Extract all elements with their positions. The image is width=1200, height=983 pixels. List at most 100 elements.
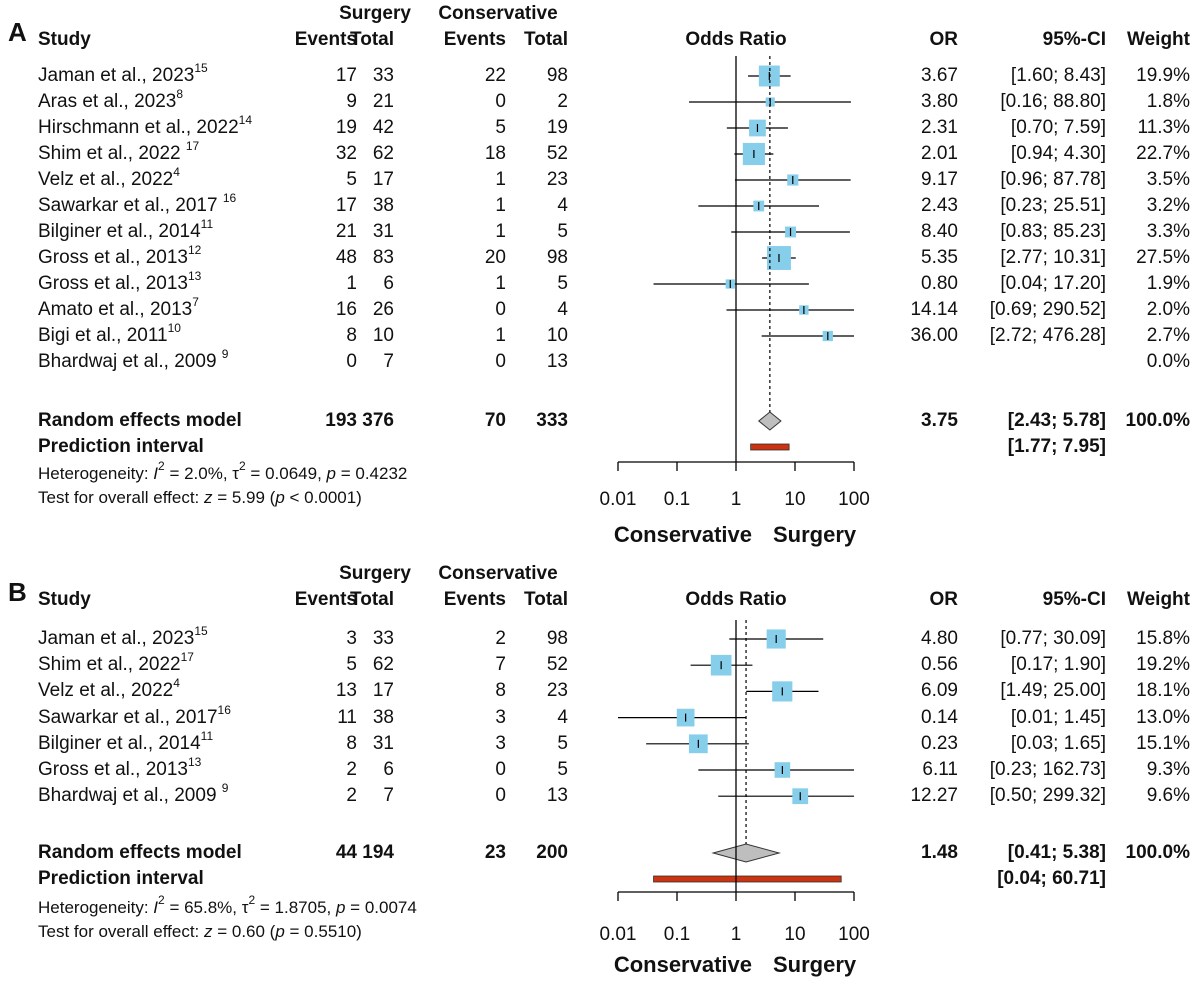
study-reference: 17: [185, 139, 200, 153]
confidence-interval: [1.49; 25.00]: [1000, 680, 1106, 702]
odds-ratio-value: 6.09: [921, 680, 958, 702]
confidence-interval: [0.70; 7.59]: [1010, 117, 1106, 138]
panel-a-header-surgery: Surgery: [339, 3, 411, 24]
prediction-bar: [653, 875, 842, 883]
study-weight: 3.3%: [1146, 221, 1190, 242]
study-name: Gross et al., 201312: [38, 243, 201, 270]
tau-exponent: 2: [248, 893, 256, 907]
het-label: Heterogeneity:: [38, 898, 154, 917]
study-name: Velz et al., 20224: [38, 676, 180, 703]
events-surgery: 17: [335, 195, 357, 216]
pooled-events-conservative: 23: [484, 842, 506, 863]
overall-effect-text: Test for overall effect: z = 5.99 (p < 0…: [38, 487, 362, 509]
panel-b-header-total-2: Total: [524, 589, 568, 610]
x-tick-label: 10: [784, 489, 806, 510]
events-surgery: 2: [346, 759, 357, 780]
study-weight: 3.2%: [1146, 195, 1190, 216]
prediction-label: Prediction interval: [38, 436, 204, 457]
study-reference: 16: [217, 702, 231, 717]
panel-b-header-ci: 95%-CI: [1042, 589, 1106, 610]
z-value: = 5.99 (: [212, 488, 276, 507]
study-name: Gross et al., 201313: [38, 269, 201, 296]
x-tick-label: 100: [838, 489, 870, 510]
odds-ratio-value: 0.80: [921, 273, 958, 294]
total-conservative: 98: [546, 65, 568, 86]
events-surgery: 11: [337, 706, 357, 728]
panel-a-header-study: Study: [38, 29, 91, 50]
pooled-label: Random effects model: [38, 410, 242, 431]
p-value: = 0.5510): [284, 922, 362, 941]
x-tick-label: 0.1: [663, 924, 691, 945]
events-conservative: 0: [495, 759, 506, 780]
events-conservative: 18: [484, 143, 506, 164]
total-conservative: 23: [546, 169, 568, 190]
tau-value: = 0.0649,: [245, 464, 327, 483]
odds-ratio-value: 3.80: [921, 91, 958, 112]
pooled-events-conservative: 70: [484, 410, 506, 431]
panel-b-header-events-2: Events: [443, 589, 506, 610]
total-surgery: 10: [372, 325, 394, 346]
events-surgery: 8: [346, 732, 357, 754]
events-surgery: 8: [346, 325, 357, 346]
panel-a-header-weight: Weight: [1127, 29, 1190, 50]
total-conservative: 13: [546, 785, 568, 807]
confidence-interval: [0.69; 290.52]: [989, 299, 1106, 320]
favors-surgery-label: Surgery: [773, 522, 857, 547]
i2-exponent: 2: [158, 893, 165, 907]
z-value: = 0.60 (: [212, 922, 276, 941]
study-name-text: Bhardwaj et al., 2009: [38, 351, 222, 372]
panel-a-header-conservative: Conservative: [438, 3, 558, 24]
study-name-text: Gross et al., 2013: [38, 759, 188, 780]
total-conservative: 4: [557, 299, 568, 320]
events-surgery: 0: [346, 351, 357, 372]
study-weight: 18.1%: [1136, 680, 1190, 702]
study-weight: 9.3%: [1146, 759, 1190, 780]
tau-value: = 1.8705,: [255, 898, 336, 917]
total-surgery: 6: [383, 759, 394, 780]
odds-ratio-value: 8.40: [921, 221, 958, 242]
study-name: Amato et al., 20137: [38, 295, 199, 322]
study-name-text: Hirschmann et al., 2022: [38, 117, 239, 138]
study-reference: 4: [173, 165, 180, 179]
study-reference: 15: [194, 624, 208, 638]
events-surgery: 13: [335, 680, 357, 702]
study-name: Gross et al., 201313: [38, 755, 201, 782]
odds-ratio-value: 4.80: [921, 628, 958, 649]
study-weight: 1.9%: [1146, 273, 1190, 294]
study-reference: 13: [187, 269, 202, 283]
total-surgery: 17: [372, 680, 394, 702]
z-symbol: z: [203, 488, 213, 507]
study-weight: 19.9%: [1136, 65, 1190, 86]
events-conservative: 0: [495, 785, 506, 807]
x-tick-label: 100: [838, 924, 870, 945]
total-conservative: 52: [546, 143, 568, 164]
events-conservative: 22: [484, 65, 506, 86]
panel-a-label: A: [8, 17, 27, 47]
panel-b-header-surgery: Surgery: [339, 563, 411, 584]
panel-b-header-events-1: Events: [294, 589, 357, 610]
total-conservative: 19: [546, 117, 568, 138]
confidence-interval: [0.83; 85.23]: [1000, 221, 1106, 242]
confidence-interval: [2.72; 476.28]: [989, 325, 1106, 346]
total-conservative: 52: [546, 654, 568, 676]
study-name: Hirschmann et al., 202214: [38, 113, 252, 140]
odds-ratio-value: 2.01: [921, 143, 958, 164]
study-weight: 19.2%: [1136, 654, 1190, 676]
study-weight: 1.8%: [1146, 91, 1190, 112]
study-name-text: Amato et al., 2013: [38, 299, 193, 320]
confidence-interval: [0.94; 4.30]: [1010, 143, 1106, 164]
pooled-events-surgery: 44: [335, 842, 357, 863]
odds-ratio-value: 2.43: [921, 195, 958, 216]
panel-a-header-ci: 95%-CI: [1042, 29, 1106, 50]
confidence-interval: [0.01; 1.45]: [1010, 706, 1106, 728]
x-tick-label: 1: [730, 489, 742, 510]
total-conservative: 98: [546, 247, 568, 268]
panel-a-header-events-1: Events: [294, 29, 357, 50]
study-weight: 13.0%: [1136, 706, 1190, 728]
pooled-label: Random effects model: [38, 842, 242, 863]
study-name: Jaman et al., 202315: [38, 61, 208, 88]
confidence-interval: [0.96; 87.78]: [1000, 169, 1106, 190]
i2-symbol: I: [153, 464, 159, 483]
panel-b-header-weight: Weight: [1127, 589, 1190, 610]
